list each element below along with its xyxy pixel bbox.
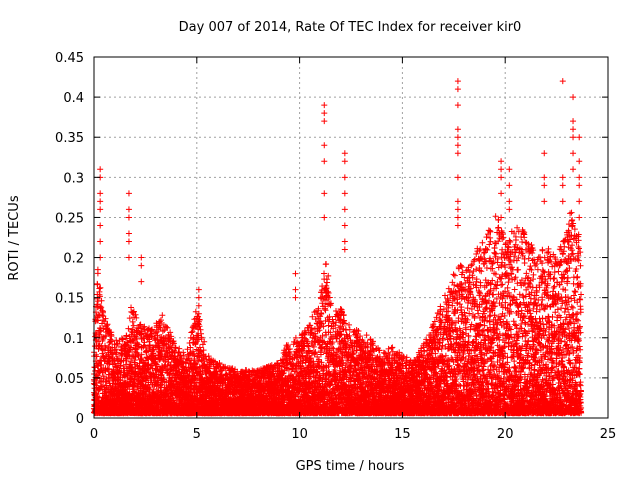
data-point: [98, 297, 105, 304]
data-point: [113, 349, 120, 356]
data-point: [98, 304, 105, 311]
data-point: [104, 321, 111, 328]
data-point: [95, 317, 102, 324]
data-point: [113, 341, 120, 348]
data-point: [97, 328, 104, 335]
data-point: [113, 337, 120, 344]
data-point: [94, 363, 101, 370]
data-point: [96, 285, 103, 292]
data-point: [98, 361, 105, 368]
data-point: [97, 284, 104, 291]
data-point: [106, 366, 113, 373]
data-point: [95, 338, 102, 345]
grid-lines: [94, 57, 608, 418]
data-point: [94, 281, 101, 288]
data-point: [96, 293, 103, 300]
data-point: [101, 318, 108, 325]
data-points: [90, 78, 585, 417]
data-point: [102, 315, 109, 322]
data-point: [100, 373, 107, 380]
chart-title: Day 007 of 2014, Rate Of TEC Index for r…: [179, 20, 522, 35]
data-point: [93, 353, 100, 360]
data-point: [94, 266, 101, 273]
data-point: [108, 332, 115, 339]
